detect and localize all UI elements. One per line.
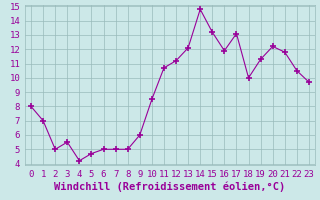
X-axis label: Windchill (Refroidissement éolien,°C): Windchill (Refroidissement éolien,°C) [54,182,286,192]
